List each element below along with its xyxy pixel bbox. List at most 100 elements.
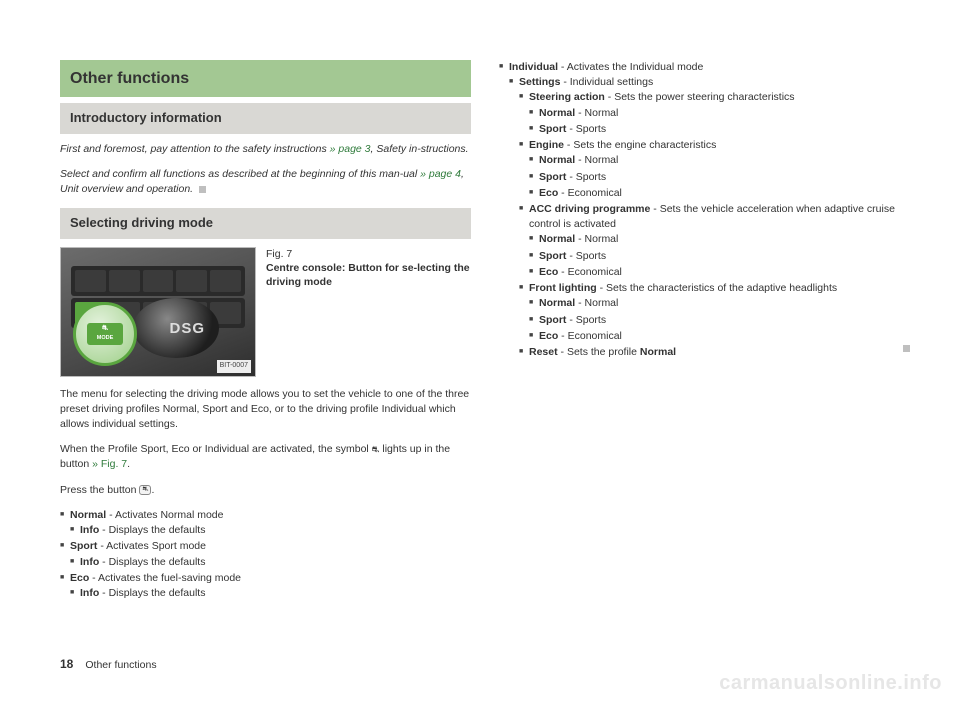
heading-selecting-driving-mode: Selecting driving mode bbox=[60, 208, 471, 239]
section-end-icon bbox=[199, 186, 206, 193]
acc-normal-desc: - Normal bbox=[575, 233, 618, 245]
acc-normal: Normal - Normal bbox=[529, 232, 910, 247]
front-eco-desc: - Economical bbox=[558, 330, 622, 342]
individual-mode-list: Individual - Activates the Individual mo… bbox=[499, 60, 910, 360]
acc-eco: Eco - Economical bbox=[529, 265, 910, 280]
engine-sport-label: Sport bbox=[539, 171, 566, 183]
reset-desc-b: Normal bbox=[640, 346, 676, 358]
engine-normal: Normal - Normal bbox=[529, 153, 910, 168]
intro-safety-paragraph: First and foremost, pay attention to the… bbox=[60, 142, 471, 157]
console-btn-3 bbox=[143, 270, 174, 292]
settings-desc: - Individual settings bbox=[560, 76, 653, 88]
engine-desc: - Sets the engine characteristics bbox=[564, 139, 716, 151]
steering-normal-desc: - Normal bbox=[575, 107, 618, 119]
engine-eco: Eco - Economical bbox=[529, 186, 910, 201]
mode-individual: Individual - Activates the Individual mo… bbox=[499, 60, 910, 360]
settings-label: Settings bbox=[519, 76, 560, 88]
figure-caption-text: Centre console: Button for se-lecting th… bbox=[266, 261, 471, 289]
front-label: Front lighting bbox=[529, 282, 597, 294]
symbol-text-c: . bbox=[127, 458, 130, 470]
figure-7-image: DSG ⛐ MODE BIT-0007 bbox=[60, 247, 256, 377]
mode-eco-info: Info - Displays the defaults bbox=[70, 586, 471, 601]
mode-eco-info-label: Info bbox=[80, 587, 99, 599]
steering-normal-label: Normal bbox=[539, 107, 575, 119]
mode-normal: Normal - Activates Normal mode Info - Di… bbox=[60, 508, 471, 538]
acc-sport-desc: - Sports bbox=[566, 250, 606, 262]
engine-sport: Sport - Sports bbox=[529, 170, 910, 185]
engine-sport-desc: - Sports bbox=[566, 171, 606, 183]
reset-desc-a: - Sets the profile bbox=[558, 346, 640, 358]
mode-sport-info: Info - Displays the defaults bbox=[70, 555, 471, 570]
intro-safety-text-b: , Safety in-structions. bbox=[371, 143, 469, 155]
intro-safety-text-a: First and foremost, pay attention to the… bbox=[60, 143, 330, 155]
watermark-text: carmanualsonline.info bbox=[719, 672, 942, 695]
console-btn-2 bbox=[109, 270, 140, 292]
mode-normal-info-desc: - Displays the defaults bbox=[99, 524, 205, 536]
setting-acc: ACC driving programme - Sets the vehicle… bbox=[519, 202, 910, 280]
figure-code: BIT-0007 bbox=[217, 360, 251, 372]
acc-eco-desc: - Economical bbox=[558, 266, 622, 278]
front-normal-desc: - Normal bbox=[575, 297, 618, 309]
console-btn-5 bbox=[210, 270, 241, 292]
mode-sport-label: Sport bbox=[70, 540, 97, 552]
figure-number: Fig. 7 bbox=[266, 247, 471, 261]
press-text-b: . bbox=[151, 484, 154, 496]
front-normal-label: Normal bbox=[539, 297, 575, 309]
dsg-label: DSG bbox=[169, 318, 205, 340]
manual-page: Other functions Introductory information… bbox=[0, 0, 960, 701]
mode-normal-desc: - Activates Normal mode bbox=[106, 509, 223, 521]
console-btn-1 bbox=[75, 270, 106, 292]
right-column: Individual - Activates the Individual mo… bbox=[499, 60, 910, 625]
steering-sport-label: Sport bbox=[539, 123, 566, 135]
two-column-layout: Other functions Introductory information… bbox=[60, 60, 910, 625]
link-fig-7[interactable]: » Fig. 7 bbox=[92, 458, 127, 470]
symbol-text-a: When the Profile Sport, Eco or Individua… bbox=[60, 443, 372, 455]
front-eco-label: Eco bbox=[539, 330, 558, 342]
mode-eco-label: Eco bbox=[70, 572, 89, 584]
mode-eco-desc: - Activates the fuel-saving mode bbox=[89, 572, 241, 584]
front-sport-label: Sport bbox=[539, 314, 566, 326]
setting-steering: Steering action - Sets the power steerin… bbox=[519, 90, 910, 137]
mode-sport-desc: - Activates Sport mode bbox=[97, 540, 206, 552]
heading-other-functions: Other functions bbox=[60, 60, 471, 97]
mode-sport: Sport - Activates Sport mode Info - Disp… bbox=[60, 539, 471, 569]
section-end-icon bbox=[903, 345, 910, 352]
front-eco: Eco - Economical bbox=[529, 329, 910, 344]
mode-sport-info-label: Info bbox=[80, 556, 99, 568]
intro-confirm-paragraph: Select and confirm all functions as desc… bbox=[60, 167, 471, 197]
individual-settings: Settings - Individual settings Steering … bbox=[509, 75, 910, 360]
mode-individual-label: Individual bbox=[509, 61, 558, 73]
symbol-lights-paragraph: When the Profile Sport, Eco or Individua… bbox=[60, 442, 471, 472]
acc-sport-label: Sport bbox=[539, 250, 566, 262]
setting-front-lighting: Front lighting - Sets the characteristic… bbox=[519, 281, 910, 344]
link-page-4[interactable]: » page 4 bbox=[420, 168, 461, 180]
left-column: Other functions Introductory information… bbox=[60, 60, 471, 625]
setting-engine: Engine - Sets the engine characteristics… bbox=[519, 138, 910, 201]
engine-normal-label: Normal bbox=[539, 154, 575, 166]
mode-button-inline-icon: ⛐ bbox=[139, 485, 151, 495]
steering-desc: - Sets the power steering characteristic… bbox=[605, 91, 795, 103]
engine-eco-label: Eco bbox=[539, 187, 558, 199]
front-sport: Sport - Sports bbox=[529, 313, 910, 328]
mode-list: Normal - Activates Normal mode Info - Di… bbox=[60, 508, 471, 601]
engine-label: Engine bbox=[529, 139, 564, 151]
acc-label: ACC driving programme bbox=[529, 203, 650, 215]
driving-mode-menu-paragraph: The menu for selecting the driving mode … bbox=[60, 387, 471, 433]
mode-button-label: MODE bbox=[97, 335, 114, 343]
console-button-row bbox=[71, 266, 245, 296]
link-page-3[interactable]: » page 3 bbox=[330, 143, 371, 155]
engine-eco-desc: - Economical bbox=[558, 187, 622, 199]
mode-eco: Eco - Activates the fuel-saving mode Inf… bbox=[60, 571, 471, 601]
mode-button-callout: ⛐ MODE bbox=[73, 302, 137, 366]
mode-button-icon: ⛐ MODE bbox=[87, 323, 123, 345]
page-footer: 18 Other functions bbox=[60, 657, 157, 671]
reset-label: Reset bbox=[529, 346, 558, 358]
intro-confirm-text-a: Select and confirm all functions as desc… bbox=[60, 168, 420, 180]
steering-sport-desc: - Sports bbox=[566, 123, 606, 135]
footer-section-title: Other functions bbox=[85, 659, 156, 671]
steering-sport: Sport - Sports bbox=[529, 122, 910, 137]
figure-7-caption: Fig. 7 Centre console: Button for se-lec… bbox=[266, 247, 471, 377]
press-button-paragraph: Press the button ⛐. bbox=[60, 483, 471, 498]
setting-reset: Reset - Sets the profile Normal bbox=[519, 345, 910, 360]
page-number: 18 bbox=[60, 657, 73, 671]
